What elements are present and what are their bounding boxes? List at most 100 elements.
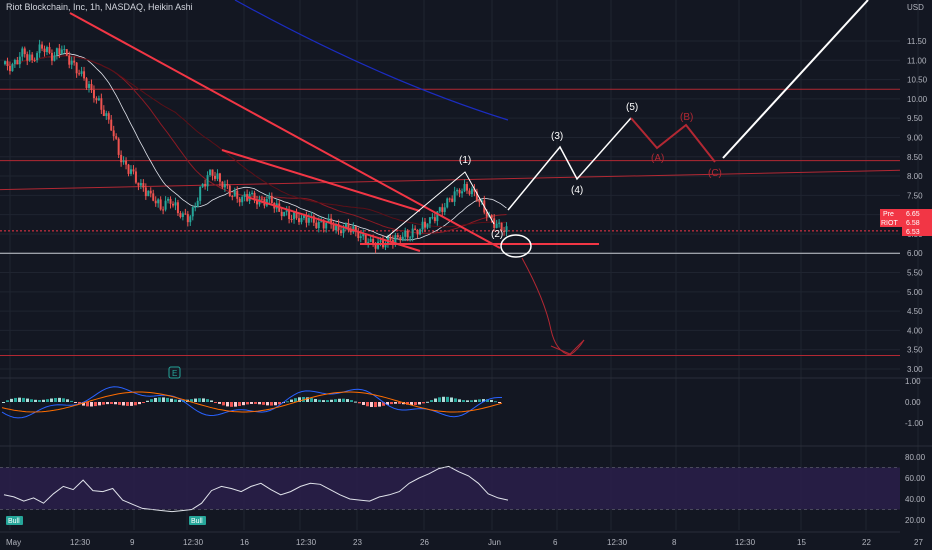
macd-histogram-bar bbox=[122, 402, 125, 406]
candle-body bbox=[433, 217, 436, 222]
candle-body bbox=[396, 235, 399, 238]
candle-body bbox=[144, 187, 147, 197]
projection-correction[interactable] bbox=[630, 117, 716, 163]
candle-body bbox=[38, 44, 41, 54]
bull-marker-right[interactable]: Bull bbox=[189, 516, 206, 525]
candle-body bbox=[196, 200, 199, 207]
macd-histogram-bar bbox=[358, 402, 361, 404]
down-curve-arrow[interactable] bbox=[521, 257, 585, 356]
candle-body bbox=[194, 206, 197, 208]
wave-1-2-path[interactable] bbox=[385, 171, 495, 239]
price-tick: 11.50 bbox=[907, 37, 927, 46]
candle-body bbox=[354, 226, 357, 232]
candle-body bbox=[461, 191, 464, 194]
wave-label-1: (1) bbox=[459, 155, 471, 166]
wave-label-b: (B) bbox=[680, 112, 693, 123]
projection-continuation[interactable] bbox=[722, 0, 869, 159]
rsi-panel bbox=[0, 465, 900, 513]
last-price-tag: 6.58 bbox=[906, 220, 920, 227]
bull-label-left: Bull bbox=[8, 518, 20, 525]
macd-histogram-bar bbox=[290, 399, 293, 402]
macd-histogram-bar bbox=[330, 399, 333, 402]
wedge-lower-line[interactable] bbox=[246, 196, 421, 252]
candle-body bbox=[280, 211, 283, 217]
macd-histogram-bar bbox=[178, 399, 181, 402]
candle-body bbox=[493, 218, 496, 228]
time-tick: 12:30 bbox=[70, 538, 91, 547]
macd-histogram-bar bbox=[54, 397, 57, 402]
candle-body bbox=[174, 202, 177, 206]
macd-histogram-bar bbox=[362, 402, 365, 405]
ma-line-long bbox=[4, 55, 507, 234]
earnings-marker[interactable]: E bbox=[168, 366, 181, 379]
wave-label-2: (2) bbox=[491, 229, 503, 240]
trend-line-main[interactable] bbox=[69, 12, 501, 249]
price-tick: 9.00 bbox=[907, 133, 923, 142]
candle-body bbox=[362, 233, 365, 237]
candle-body bbox=[55, 48, 58, 56]
macd-histogram-bar bbox=[390, 402, 393, 405]
macd-histogram-bar bbox=[246, 402, 249, 405]
macd-histogram-bar bbox=[326, 400, 329, 402]
wedge-upper-line[interactable] bbox=[221, 149, 421, 212]
candle-body bbox=[456, 189, 459, 192]
wave-label-5: (5) bbox=[626, 102, 638, 113]
candle-body bbox=[122, 160, 125, 163]
macd-histogram-bar bbox=[350, 400, 353, 402]
macd-histogram-bar bbox=[82, 402, 85, 406]
macd-histogram-bar bbox=[474, 399, 477, 402]
candle-body bbox=[132, 169, 135, 172]
candle-body bbox=[36, 53, 39, 61]
highlight-circle[interactable] bbox=[500, 234, 532, 258]
projection-impulse[interactable] bbox=[507, 117, 632, 211]
candle-body bbox=[436, 211, 439, 222]
wave-label-3: (3) bbox=[551, 131, 563, 142]
macd-histogram-bar bbox=[226, 402, 229, 407]
candle-body bbox=[154, 200, 157, 204]
candle-body bbox=[302, 214, 305, 219]
macd-histogram-bar bbox=[298, 397, 301, 402]
candle-body bbox=[251, 192, 254, 194]
candle-body bbox=[228, 185, 231, 197]
candle-body bbox=[181, 213, 184, 217]
macd-histogram-bar bbox=[366, 402, 369, 407]
time-tick: 15 bbox=[797, 538, 806, 547]
macd-histogram-bar bbox=[38, 400, 41, 402]
macd-histogram-bar bbox=[138, 402, 141, 405]
currency-label: USD bbox=[907, 3, 924, 12]
candle-body bbox=[107, 113, 110, 120]
macd-histogram-bar bbox=[22, 397, 25, 402]
candle-body bbox=[33, 59, 36, 61]
candle-body bbox=[199, 186, 202, 201]
macd-histogram-bar bbox=[70, 400, 73, 402]
macd-histogram-bar bbox=[50, 398, 53, 402]
candle-body bbox=[295, 212, 298, 219]
macd-histogram-bar bbox=[494, 401, 497, 403]
macd-histogram-bar bbox=[154, 397, 157, 402]
candle-body bbox=[298, 218, 300, 223]
candle-body bbox=[490, 215, 493, 219]
candle-body bbox=[167, 198, 170, 201]
candle-body bbox=[179, 213, 182, 217]
macd-histogram-bar bbox=[2, 402, 5, 403]
macd-histogram-bar bbox=[338, 398, 341, 402]
price-tick: 6.00 bbox=[907, 249, 923, 258]
macd-histogram-bar bbox=[454, 398, 457, 402]
candle-body bbox=[149, 190, 152, 194]
price-tick: 3.00 bbox=[907, 365, 923, 374]
candle-body bbox=[164, 200, 167, 210]
bull-marker-left[interactable]: Bull bbox=[6, 516, 23, 525]
candle-body bbox=[50, 52, 53, 61]
candle-body bbox=[416, 230, 419, 235]
macd-histogram-bar bbox=[258, 402, 261, 405]
macd-histogram-bar bbox=[10, 398, 13, 402]
time-tick: 22 bbox=[862, 538, 871, 547]
trend-line-resistance[interactable] bbox=[0, 169, 901, 191]
candle-body bbox=[115, 136, 118, 139]
time-tick: 23 bbox=[353, 538, 362, 547]
candle-body bbox=[406, 230, 409, 238]
macd-histogram-bar bbox=[218, 402, 221, 404]
candle-body bbox=[394, 235, 397, 245]
candle-body bbox=[6, 61, 9, 66]
